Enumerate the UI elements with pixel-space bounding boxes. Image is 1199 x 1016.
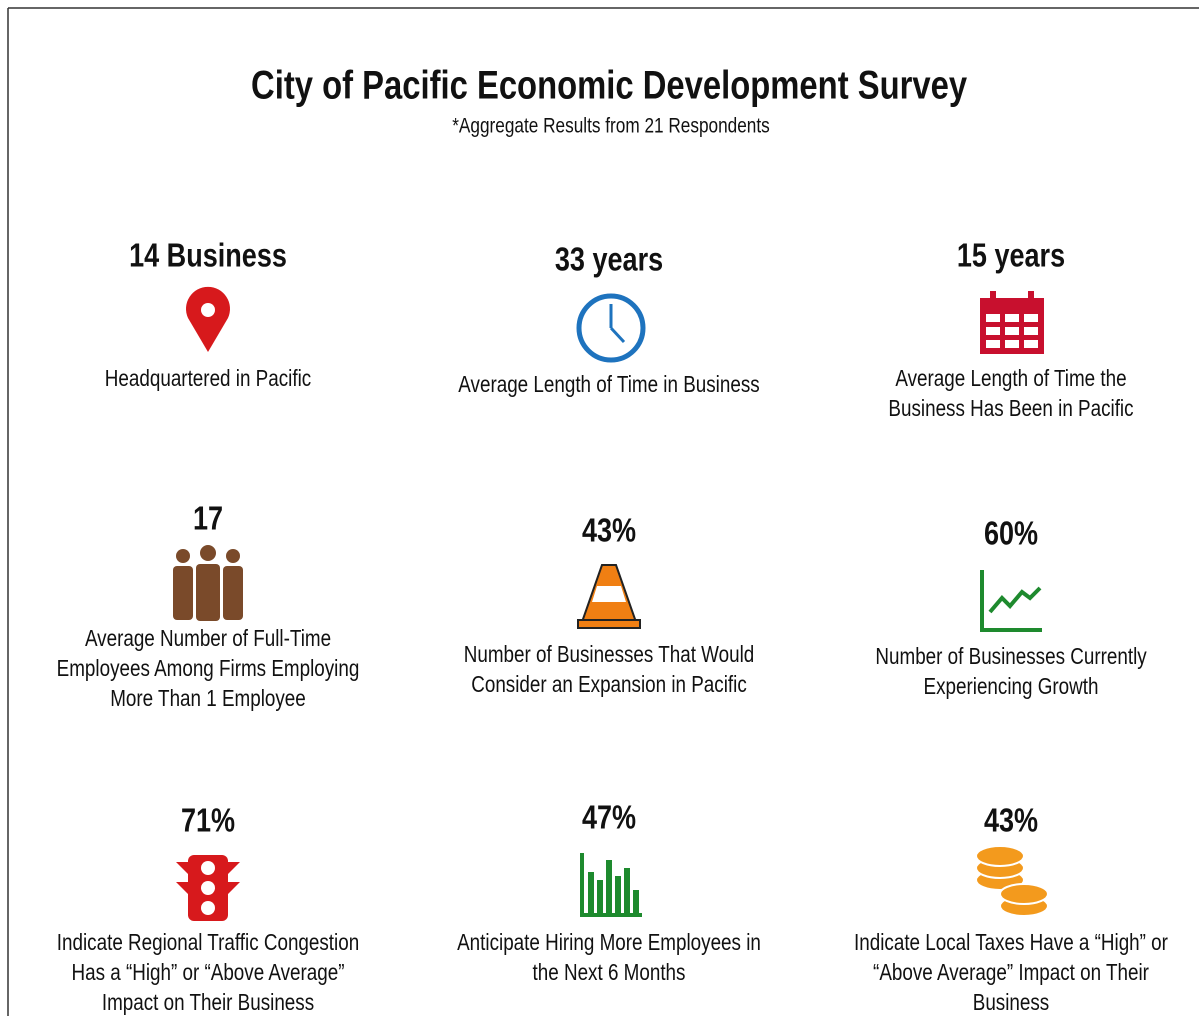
stat-label: Average Length of Time in Business bbox=[458, 372, 759, 397]
stat-label: Experiencing Growth bbox=[924, 674, 1099, 699]
icon-traffic-light bbox=[176, 855, 240, 921]
stat-label: Has a “High” or “Above Average” bbox=[71, 960, 344, 985]
stat-label: Headquartered in Pacific bbox=[105, 366, 311, 391]
stat-value: 47% bbox=[582, 800, 636, 836]
stat-value: 60% bbox=[984, 516, 1038, 552]
stat-label: Employees Among Firms Employing bbox=[57, 656, 360, 681]
stat-value: 14 Business bbox=[129, 238, 287, 274]
icon-people bbox=[173, 545, 243, 621]
stat-label: Business Has Been in Pacific bbox=[888, 396, 1133, 421]
stat-label: Indicate Regional Traffic Congestion bbox=[57, 930, 359, 955]
stat-label: Impact on Their Business bbox=[102, 990, 314, 1015]
stat-value: 43% bbox=[984, 803, 1038, 839]
icon-clock bbox=[576, 293, 646, 363]
title: City of Pacific Economic Development Sur… bbox=[251, 62, 968, 107]
stat-label: Indicate Local Taxes Have a “High” or bbox=[854, 930, 1168, 955]
stat-label: Average Number of Full-Time bbox=[85, 626, 331, 651]
stat-value: 43% bbox=[582, 513, 636, 549]
icon-growth bbox=[980, 570, 1042, 632]
stat-label: Average Length of Time the bbox=[895, 366, 1126, 391]
stat-label: Number of Businesses Currently bbox=[875, 644, 1147, 669]
stat-label: Number of Businesses That Would bbox=[464, 642, 755, 667]
stat-value: 15 years bbox=[957, 238, 1065, 274]
subtitle: *Aggregate Results from 21 Respondents bbox=[452, 115, 770, 138]
stat-label: Consider an Expansion in Pacific bbox=[471, 672, 747, 697]
icon-coins bbox=[975, 845, 1049, 917]
icon-pin bbox=[186, 286, 230, 352]
icon-bar-chart bbox=[580, 853, 642, 917]
stat-label: “Above Average” Impact on Their bbox=[873, 960, 1149, 985]
stat-value: 71% bbox=[181, 803, 235, 839]
stat-label: the Next 6 Months bbox=[533, 960, 686, 985]
stat-label: Business bbox=[973, 990, 1049, 1015]
stat-value: 17 bbox=[193, 501, 223, 537]
stat-label: Anticipate Hiring More Employees in bbox=[457, 930, 761, 955]
stat-label: More Than 1 Employee bbox=[110, 686, 306, 711]
icon-calendar bbox=[980, 291, 1044, 354]
stat-value: 33 years bbox=[555, 242, 663, 278]
icon-cone bbox=[577, 564, 641, 629]
